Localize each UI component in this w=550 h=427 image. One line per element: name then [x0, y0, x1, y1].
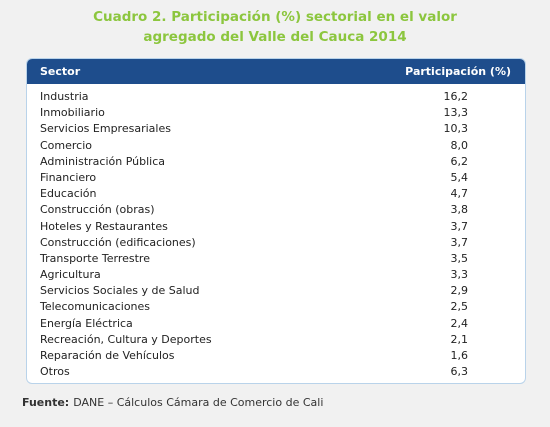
sector-cell: Servicios Sociales y de Salud — [40, 284, 200, 298]
sector-cell: Administración Pública — [40, 154, 166, 168]
sector-cell: Construcción (obras) — [40, 203, 155, 217]
value-cell: 6,3 — [450, 365, 469, 379]
table-row: Energía Eléctrica 2,4 — [27, 316, 525, 332]
value-cell: 6,2 — [450, 154, 469, 168]
sector-cell: Comercio — [40, 138, 93, 152]
sector-cell: Servicios Empresariales — [40, 122, 171, 136]
footer: Fuente: DANE – Cálculos Cámara de Comerci… — [22, 396, 323, 409]
value-cell: 3,5 — [450, 251, 469, 265]
sector-cell: Hoteles y Restaurantes — [40, 219, 168, 233]
table-row: Transporte Terrestre 3,5 — [27, 251, 525, 267]
value-cell: 3,7 — [450, 219, 469, 233]
sector-cell: Transporte Terrestre — [40, 251, 150, 265]
table-row: Servicios Sociales y de Salud 2,9 — [27, 283, 525, 299]
sector-cell: Inmobiliario — [40, 106, 105, 120]
sector-cell: Construcción (edificaciones) — [40, 235, 196, 249]
table-row: Recreación, Cultura y Deportes 2,1 — [27, 332, 525, 348]
table-body: Industria 16,2 Inmobiliario 13,3 Servicios E… — [27, 84, 525, 380]
table-row: Comercio 8,0 — [27, 138, 525, 154]
value-cell: 8,0 — [450, 138, 469, 152]
table-header: Sector Participación (%) — [27, 59, 525, 84]
sector-cell: Otros — [40, 365, 70, 379]
table-row: Telecomunicaciones 2,5 — [27, 299, 525, 315]
sector-cell: Industria — [40, 90, 89, 103]
value-cell: 13,3 — [443, 106, 469, 120]
footer-label: Fuente: — [22, 396, 70, 409]
value-cell: 3,3 — [450, 268, 469, 282]
table-row: Industria 16,2 — [27, 89, 525, 105]
table-row: Financiero 5,4 — [27, 170, 525, 186]
column-header: Participación (%) — [405, 65, 511, 78]
footer-text: DANE – Cálculos Cámara de Comercio de Ca… — [73, 396, 324, 409]
table-row: Servicios Empresariales 10,3 — [27, 121, 525, 137]
value-cell: 3,8 — [450, 203, 469, 217]
table-row: Otros 6,3 — [27, 364, 525, 380]
table-row: Hoteles y Restaurantes 3,7 — [27, 219, 525, 235]
table-row: Educación 4,7 — [27, 186, 525, 202]
sector-cell: Telecomunicaciones — [40, 300, 151, 314]
value-cell: 3,7 — [450, 235, 469, 249]
value-cell: 5,4 — [450, 170, 469, 184]
table-row: Administración Pública 6,2 — [27, 154, 525, 170]
title: Cuadro 2. Participación (%) sectorial en… — [93, 9, 457, 45]
value-cell: 2,1 — [450, 332, 469, 346]
sector-cell: Energía Eléctrica — [40, 316, 133, 330]
value-cell: 2,9 — [450, 284, 469, 298]
table-row: Inmobiliario 13,3 — [27, 105, 525, 121]
value-cell: 2,4 — [450, 316, 469, 330]
table-row: Reparación de Vehículos 1,6 — [27, 348, 525, 364]
value-cell: 16,2 — [443, 90, 469, 103]
table-row: Construcción (obras) 3,8 — [27, 202, 525, 218]
value-cell: 2,5 — [450, 300, 469, 314]
sector-cell: Agricultura — [40, 268, 101, 282]
sector-cell: Reparación de Vehículos — [40, 349, 175, 362]
table: Sector Participación (%) Industria 16,2 In… — [26, 58, 526, 384]
table-row: Construcción (edificaciones) 3,7 — [27, 235, 525, 251]
table-row: Agricultura 3,3 — [27, 267, 525, 283]
value-cell: 1,6 — [450, 349, 469, 362]
value-cell: 10,3 — [443, 122, 469, 136]
sector-cell: Recreación, Cultura y Deportes — [40, 332, 212, 346]
sector-cell: Educación — [40, 187, 97, 201]
sector-cell: Financiero — [40, 170, 97, 184]
column-header: Sector — [40, 65, 81, 78]
value-cell: 4,7 — [450, 187, 469, 201]
